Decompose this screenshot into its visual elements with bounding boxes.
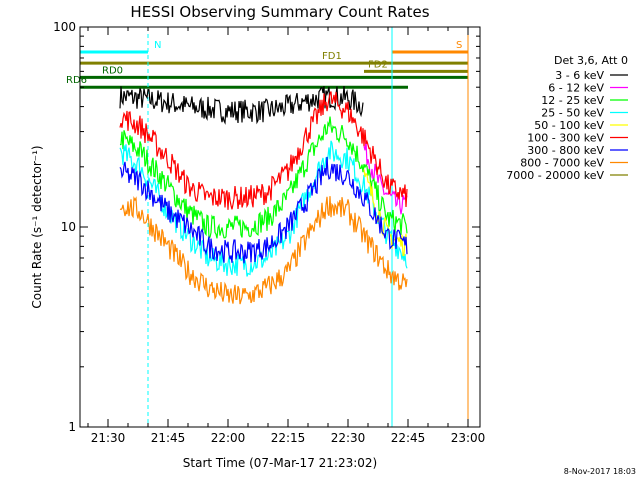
- x-tick-label: 23:00: [451, 431, 486, 445]
- legend-entry-label: 7000 - 20000 keV: [506, 169, 604, 182]
- axes-layer: 21:30 21:45 22:00 22:15 22:30 22:45 23:00 1 10 10…: [53, 20, 485, 445]
- y-tick-label: 100: [53, 20, 76, 34]
- x-tick-label: 22:30: [331, 431, 366, 445]
- annotation-label: RD0: [102, 65, 123, 76]
- annotation-label: N: [154, 40, 161, 51]
- series-line: [119, 195, 408, 305]
- legend-entry-label: 300 - 800 keV: [527, 144, 604, 157]
- chart-title: HESSI Observing Summary Count Rates: [130, 3, 429, 21]
- x-tick-label: 22:00: [211, 431, 246, 445]
- annotation-label: S: [456, 40, 462, 51]
- x-axis-label: Start Time (07-Mar-17 21:23:02): [183, 456, 377, 470]
- legend-entry-label: 50 - 100 keV: [534, 119, 604, 132]
- series-line: [119, 86, 364, 125]
- series-line: [119, 140, 408, 277]
- legend-entry-label: 6 - 12 keV: [548, 82, 604, 95]
- legend-entry-label: 800 - 7000 keV: [520, 157, 604, 170]
- annotation-label: FD2: [368, 59, 388, 70]
- series-line: [119, 91, 408, 210]
- series-layer: [119, 86, 408, 305]
- y-tick-label: 1: [68, 420, 76, 434]
- x-tick-label: 21:30: [91, 431, 126, 445]
- legend-title: Det 3,6, Att 0: [554, 54, 628, 67]
- legend-entry-label: 100 - 300 keV: [527, 132, 604, 145]
- y-axis-label: Count Rate (s⁻¹ detector⁻¹): [30, 145, 44, 308]
- y-tick-label: 10: [61, 220, 76, 234]
- x-tick-label: 22:15: [271, 431, 306, 445]
- series-line: [119, 116, 408, 239]
- x-tick-label: 22:45: [391, 431, 426, 445]
- legend-entry-label: 12 - 25 keV: [541, 94, 604, 107]
- annotation-label: RD6: [66, 75, 87, 86]
- series-line: [363, 140, 408, 215]
- footer-timestamp: 8-Nov-2017 18:03: [564, 467, 636, 476]
- legend-entry-label: 3 - 6 keV: [555, 69, 604, 82]
- legend-entry-label: 25 - 50 keV: [541, 107, 604, 120]
- series-line: [119, 156, 408, 264]
- x-tick-label: 21:45: [151, 431, 186, 445]
- annotation-label: FD1: [322, 51, 342, 62]
- series-line: [363, 169, 408, 257]
